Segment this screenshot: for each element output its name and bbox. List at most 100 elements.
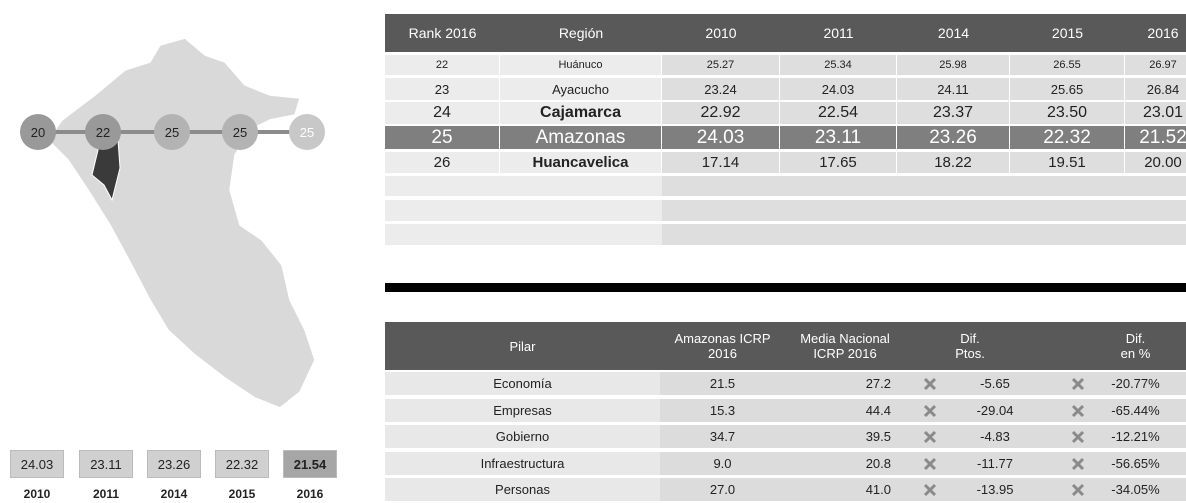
- table-header: Dif. en %: [1085, 322, 1186, 370]
- table-cell: 22.32: [1010, 126, 1125, 149]
- table-cell: 24.03: [780, 78, 897, 100]
- rank-circle: [289, 114, 325, 150]
- cross: [1071, 457, 1085, 471]
- row-bg: [385, 425, 660, 448]
- table-cell: -34.05%: [1111, 482, 1160, 497]
- cross-icon: [1071, 483, 1085, 497]
- year-label: 2011: [92, 486, 120, 501]
- divider: [385, 283, 1186, 292]
- table-cell: 25: [385, 126, 500, 149]
- year-label: 2016: [296, 486, 324, 501]
- table-cell: 24.03: [662, 126, 780, 149]
- table-cell: Cajamarca: [500, 102, 662, 124]
- rank-label: 20: [30, 124, 46, 140]
- table-cell: 21.52: [1125, 126, 1186, 149]
- table-cell: -29.04: [976, 403, 1014, 418]
- table-cell: Ayacucho: [500, 78, 662, 100]
- year-label: 2010: [23, 486, 51, 501]
- rank-circle: [154, 114, 190, 150]
- cross-icon: [923, 483, 937, 497]
- table-cell: 26.84: [1125, 78, 1186, 100]
- row-bg: [385, 399, 660, 422]
- header-fill: [1035, 322, 1085, 370]
- cross: [923, 483, 937, 497]
- table-header: 2015: [1010, 14, 1125, 52]
- cross: [1071, 404, 1085, 418]
- table-header: Amazonas ICRP 2016: [660, 322, 785, 370]
- row-bg: [385, 478, 660, 501]
- table-header: Región: [500, 14, 662, 52]
- table-cell: 21.5: [709, 376, 736, 391]
- table-header: Rank 2016: [385, 14, 500, 52]
- cross-icon: [1071, 430, 1085, 444]
- table-cell: 20.00: [1125, 152, 1186, 173]
- cross: [923, 457, 937, 471]
- cross: [923, 430, 937, 444]
- cross-icon: [1071, 457, 1085, 471]
- cross-icon: [923, 457, 937, 471]
- table-cell: 25.27: [662, 55, 780, 75]
- table-cell: Gobierno: [495, 429, 550, 444]
- table-cell: -4.83: [980, 429, 1010, 444]
- rank-label: 25: [232, 124, 248, 140]
- table-cell: 15.3: [709, 403, 736, 418]
- table-cell: 23.11: [780, 126, 897, 149]
- year-label: 2014: [160, 486, 188, 501]
- score-box: 22.32: [215, 450, 269, 478]
- table-cell: 19.51: [1010, 152, 1125, 173]
- table-cell: Economía: [493, 376, 552, 391]
- table-cell: Personas: [495, 482, 550, 497]
- table-cell: 26.97: [1125, 55, 1186, 75]
- table-cell: Huánuco: [500, 55, 662, 75]
- cross: [923, 377, 937, 391]
- table-cell: 27.0: [709, 482, 736, 497]
- score-box: 23.11: [79, 450, 133, 478]
- table-cell: 9.0: [713, 456, 732, 471]
- cross-icon: [923, 430, 937, 444]
- table-cell: -20.77%: [1111, 376, 1160, 391]
- table-cell: 39.5: [865, 429, 891, 444]
- table-cell: -56.65%: [1111, 456, 1160, 471]
- table-header: 2010: [662, 14, 780, 52]
- table-cell: 23.37: [897, 102, 1010, 124]
- table-cell: 20.8: [865, 456, 891, 471]
- table-cell: 26.55: [1010, 55, 1125, 75]
- cross: [923, 404, 937, 418]
- table-cell: 23.26: [897, 126, 1010, 149]
- table-cell: 17.14: [662, 152, 780, 173]
- table-header: 2011: [780, 14, 897, 52]
- table-cell: 25.34: [780, 55, 897, 75]
- empty-row: [385, 176, 662, 196]
- table-cell: -12.21%: [1111, 429, 1160, 444]
- score-box: 21.54: [283, 450, 337, 478]
- table-header: 2016: [1125, 14, 1186, 52]
- cross: [1071, 483, 1085, 497]
- row-bg: [385, 452, 660, 475]
- table-header: 2014: [897, 14, 1010, 52]
- year-label: 2015: [228, 486, 256, 501]
- empty-row: [385, 200, 662, 221]
- rank-label: 25: [299, 124, 315, 140]
- cross-icon: [1071, 377, 1085, 391]
- score-box: 23.26: [147, 450, 201, 478]
- table-cell: 23.50: [1010, 102, 1125, 124]
- table-cell: 18.22: [897, 152, 1010, 173]
- table-cell: 41.0: [865, 482, 891, 497]
- table-header: Pilar: [385, 322, 660, 370]
- empty-row: [662, 224, 1186, 245]
- table-cell: Huancavelica: [500, 152, 662, 173]
- table-cell: 23.24: [662, 78, 780, 100]
- map-graphic: [20, 37, 325, 409]
- empty-row: [385, 224, 662, 245]
- table-cell: 22.54: [780, 102, 897, 124]
- rank-circle: [85, 114, 121, 150]
- cross-icon: [923, 404, 937, 418]
- rank-circle: [20, 114, 56, 150]
- table-cell: 26: [385, 152, 500, 173]
- table-cell: -5.65: [980, 376, 1010, 391]
- table-cell: 23.01: [1125, 102, 1186, 124]
- table-cell: 22: [385, 55, 500, 75]
- cross: [1071, 430, 1085, 444]
- table-cell: 44.4: [865, 403, 891, 418]
